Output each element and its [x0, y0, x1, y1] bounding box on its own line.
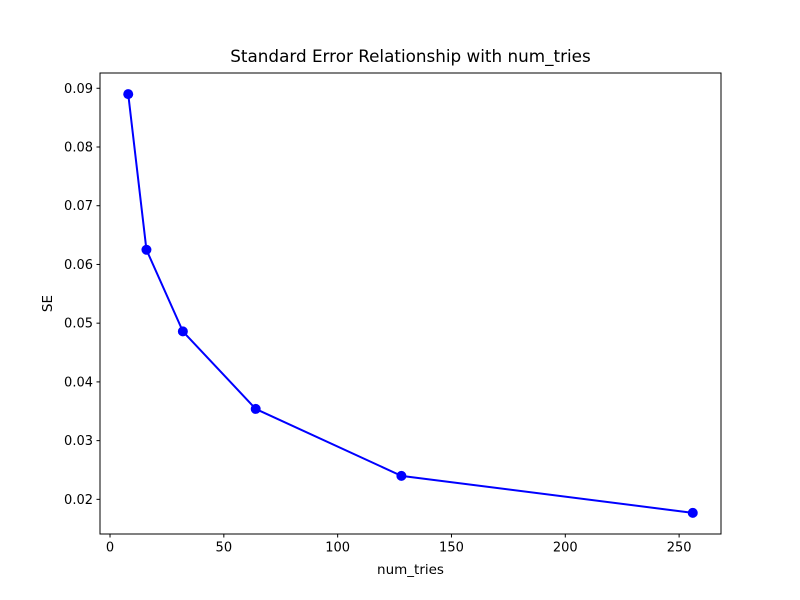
plot-border: [99, 72, 722, 535]
x-tick-label: 250: [667, 541, 692, 556]
data-point: [123, 89, 134, 100]
x-tick-label: 50: [216, 541, 233, 556]
y-tick-label: 0.03: [64, 434, 93, 449]
y-tick-label: 0.02: [64, 493, 93, 508]
data-point: [687, 507, 698, 518]
data-point: [396, 470, 407, 481]
x-tick-label: 200: [553, 541, 578, 556]
y-tick-label: 0.08: [64, 140, 93, 155]
y-tick-label: 0.04: [64, 375, 93, 390]
y-tick-label: 0.07: [64, 199, 93, 214]
chart-title: Standard Error Relationship with num_tri…: [230, 46, 590, 67]
y-axis-label: SE: [40, 295, 56, 312]
x-tick-label: 0: [106, 541, 114, 556]
data-point: [141, 244, 152, 255]
x-tick-label: 150: [439, 541, 464, 556]
data-point: [177, 326, 188, 337]
x-tick-label: 100: [325, 541, 350, 556]
y-tick-label: 0.06: [64, 258, 93, 273]
x-axis-label: num_tries: [377, 562, 444, 578]
data-line: [127, 93, 694, 514]
y-tick-label: 0.05: [64, 317, 93, 332]
data-point: [250, 403, 261, 414]
y-tick-label: 0.09: [64, 82, 93, 97]
plot-area: 0 50 100 150 200 250 0.02 0.03 0.04 0.05 0.06 0.07 0…: [64, 72, 722, 556]
